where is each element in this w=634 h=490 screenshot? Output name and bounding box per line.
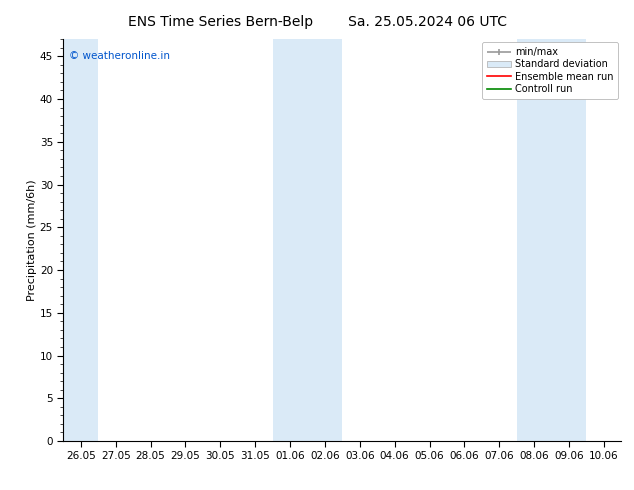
Bar — [273, 39, 342, 441]
Y-axis label: Precipitation (mm/6h): Precipitation (mm/6h) — [27, 179, 37, 301]
Bar — [63, 39, 98, 441]
Legend: min/max, Standard deviation, Ensemble mean run, Controll run: min/max, Standard deviation, Ensemble me… — [482, 42, 618, 99]
Text: © weatheronline.in: © weatheronline.in — [69, 51, 170, 61]
Bar — [517, 39, 586, 441]
Text: ENS Time Series Bern-Belp        Sa. 25.05.2024 06 UTC: ENS Time Series Bern-Belp Sa. 25.05.2024… — [127, 15, 507, 29]
